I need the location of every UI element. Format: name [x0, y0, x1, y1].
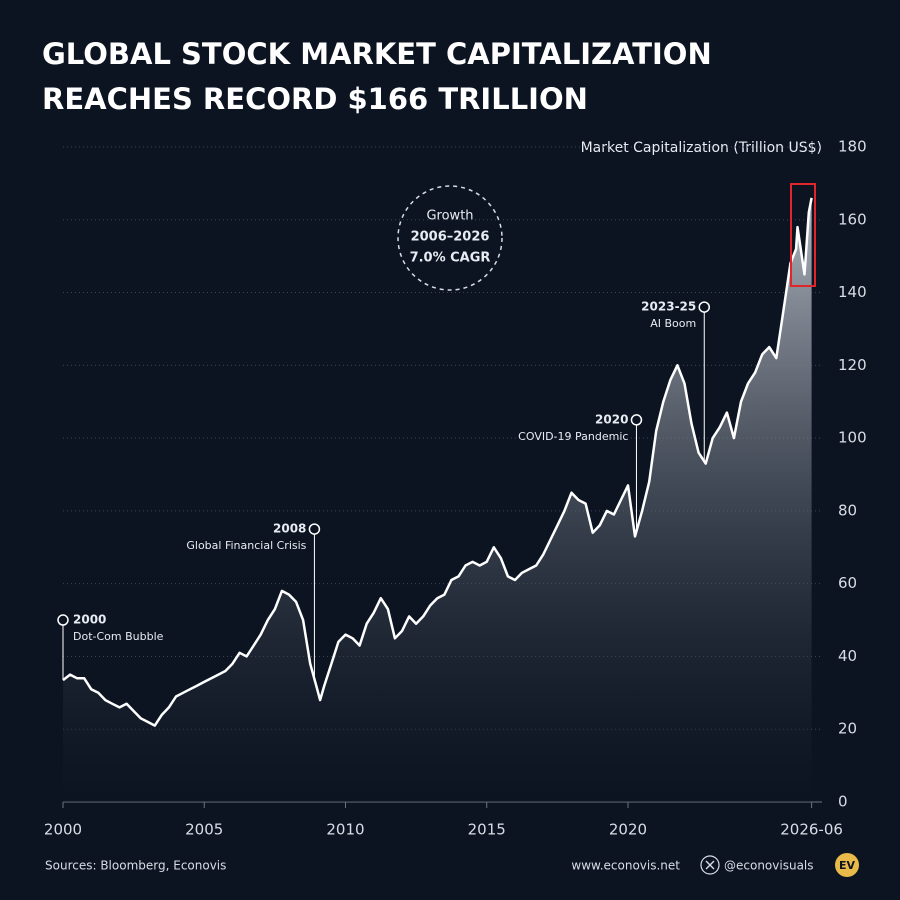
- y-tick-label: 100: [838, 429, 867, 447]
- y-tick-label: 40: [838, 647, 857, 665]
- y-tick-label: 20: [838, 720, 857, 738]
- x-icon: [705, 860, 715, 870]
- callout-text: 7.0% CAGR: [410, 251, 491, 266]
- annotation-text: COVID-19 Pandemic: [518, 430, 628, 443]
- annotation-marker: [308, 523, 321, 535]
- y-tick-label: 180: [838, 138, 867, 156]
- x-tick-label: 2015: [468, 821, 506, 839]
- annotation-label: 2020: [595, 412, 628, 426]
- y-tick-label: 80: [838, 501, 857, 519]
- y-tick-label: 120: [838, 356, 867, 374]
- annotation-label: 2008: [273, 522, 306, 536]
- website: www.econovis.net: [571, 859, 680, 873]
- x-tick-label: 2000: [44, 821, 82, 839]
- chart-title: REACHES RECORD $166 TRILLION: [42, 82, 588, 116]
- logo: [835, 853, 859, 877]
- annotation-marker: [698, 301, 711, 313]
- chart-title: GLOBAL STOCK MARKET CAPITALIZATION: [42, 37, 712, 71]
- y-tick-label: 160: [838, 210, 867, 228]
- annotation-marker: [630, 414, 643, 426]
- y-tick-label: 0: [838, 793, 848, 811]
- x-tick-label: 2020: [609, 821, 647, 839]
- y-tick-label: 140: [838, 283, 867, 301]
- handle: @econovisuals: [724, 859, 814, 873]
- annotation-label: 2000: [73, 613, 106, 627]
- annotation-text: AI Boom: [650, 317, 696, 330]
- annotation-label: 2023-25: [641, 300, 696, 314]
- x-tick-label: 2005: [185, 821, 223, 839]
- x-tick-label: 2026-06: [780, 821, 843, 839]
- line: [62, 197, 813, 727]
- source: Sources: Bloomberg, Econovis: [45, 859, 226, 873]
- annotation-text: Dot-Com Bubble: [73, 630, 164, 643]
- x-icon: [700, 855, 720, 875]
- annotation-text: Global Financial Crisis: [186, 539, 306, 552]
- annotation-marker: [57, 614, 69, 626]
- callout-circle: [397, 185, 503, 291]
- y-tick-label: 60: [838, 574, 857, 592]
- x-tick-label: 2010: [326, 821, 364, 839]
- y-axis-label: Market Capitalization (Trillion US$): [581, 140, 822, 156]
- highlight-box: [790, 183, 816, 287]
- callout-text: Growth: [426, 209, 473, 224]
- logo-text: EV: [839, 859, 856, 872]
- callout-text: 2006–2026: [411, 230, 490, 245]
